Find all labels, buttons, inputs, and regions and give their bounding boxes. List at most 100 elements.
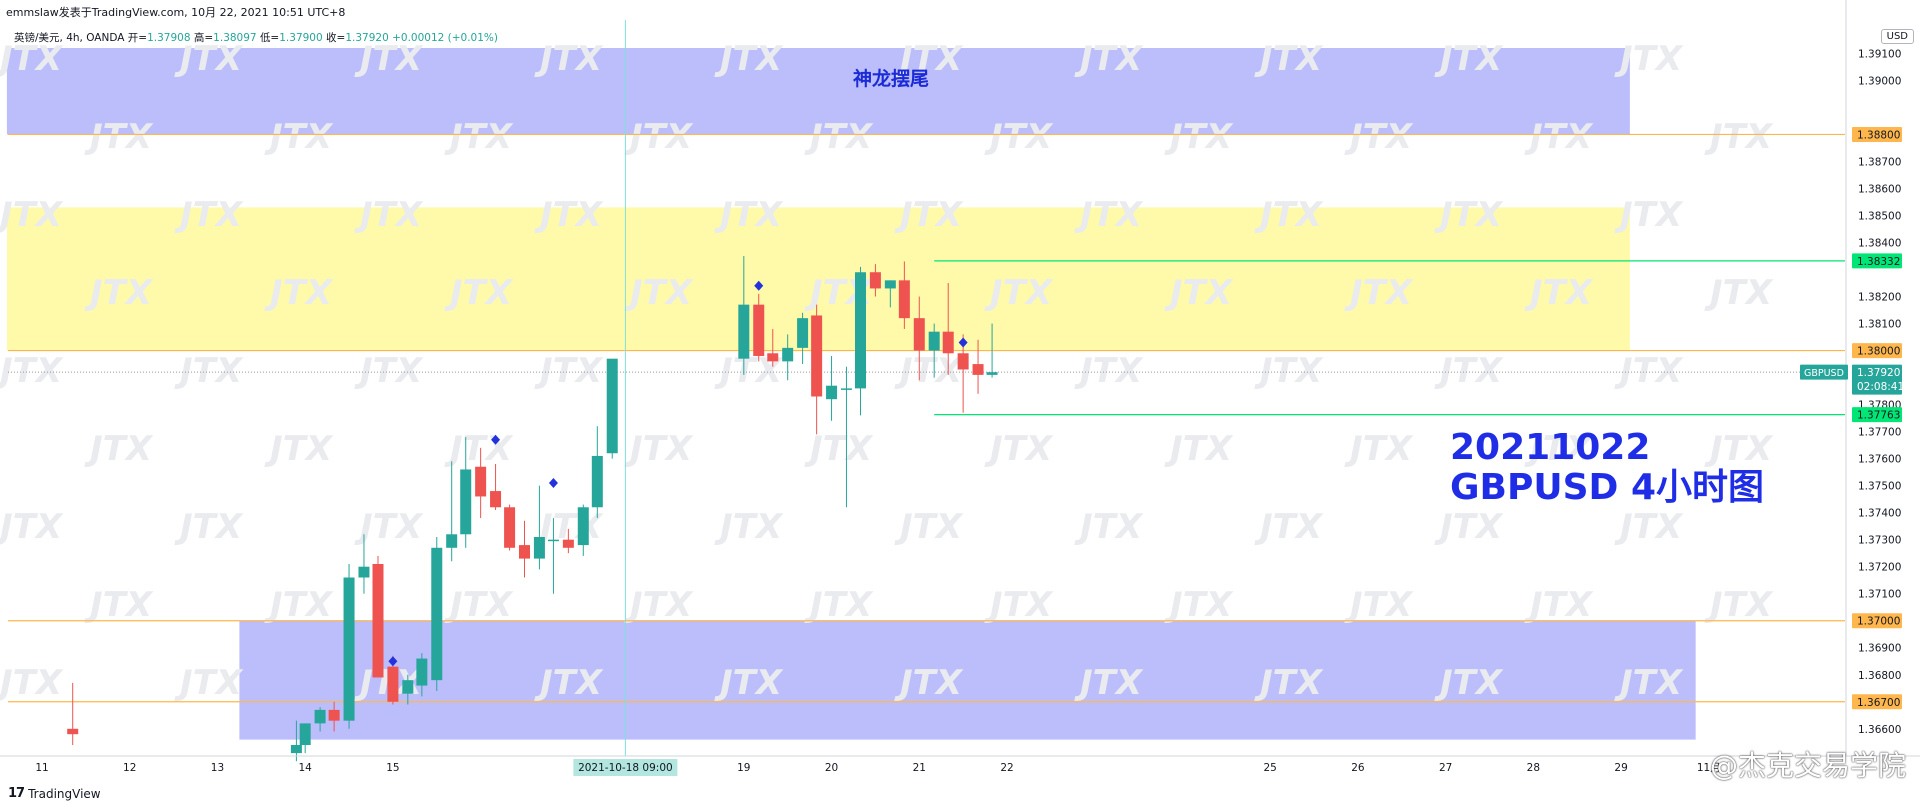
x-tick-label: 19 bbox=[737, 762, 750, 774]
price-tag-bg bbox=[1852, 126, 1902, 142]
candle-body bbox=[475, 466, 487, 497]
jtx-watermark: JTX bbox=[804, 117, 874, 157]
candle-body bbox=[358, 566, 370, 578]
jtx-watermark: JTX bbox=[894, 351, 964, 391]
candle-body bbox=[898, 280, 910, 319]
y-tick-label: 1.36800 bbox=[1858, 670, 1901, 682]
y-tick-label: 1.38700 bbox=[1858, 156, 1901, 168]
x-tick-label: 14 bbox=[298, 762, 312, 774]
annotation-date: 20211022 bbox=[1450, 427, 1651, 468]
jtx-watermark: JTX bbox=[354, 195, 424, 235]
candle-body bbox=[884, 280, 896, 289]
jtx-watermark: JTX bbox=[804, 585, 874, 625]
legend-low-label: 低= bbox=[259, 32, 280, 44]
signal-marker bbox=[388, 656, 398, 667]
x-tick-label: 12 bbox=[123, 762, 136, 774]
jtx-watermark: JTX bbox=[1344, 585, 1414, 625]
price-tag-bg bbox=[1852, 364, 1902, 395]
jtx-watermark: JTX bbox=[714, 39, 784, 79]
currency-badge[interactable]: USD bbox=[1880, 29, 1914, 44]
legend-low: 1.37900 bbox=[279, 32, 323, 44]
x-tick-label: 22 bbox=[1000, 762, 1013, 774]
jtx-watermark: JTX bbox=[1614, 39, 1684, 79]
y-tick-label: 1.38200 bbox=[1858, 292, 1901, 304]
y-tick-label: 1.37700 bbox=[1858, 427, 1901, 439]
credit-watermark: @杰克交易学院 bbox=[1709, 749, 1906, 782]
jtx-watermark: JTX bbox=[444, 117, 514, 157]
price-tag-bg bbox=[1852, 694, 1902, 710]
legend-close: 1.37920 bbox=[345, 32, 389, 44]
jtx-watermark: JTX bbox=[1074, 39, 1144, 79]
price-tag-label: 1.38800 bbox=[1857, 129, 1900, 141]
jtx-watermark: JTX bbox=[1614, 507, 1684, 547]
jtx-watermark: JTX bbox=[1074, 507, 1144, 547]
jtx-watermark: JTX bbox=[264, 273, 334, 313]
jtx-watermark: JTX bbox=[714, 663, 784, 703]
legend-symbol: 英镑/美元, 4h, OANDA bbox=[14, 32, 125, 44]
jtx-watermark: JTX bbox=[624, 585, 694, 625]
jtx-watermark: JTX bbox=[714, 507, 784, 547]
jtx-watermark: JTX bbox=[1704, 117, 1774, 157]
candle-body bbox=[519, 545, 530, 559]
jtx-watermark: JTX bbox=[1614, 195, 1684, 235]
tradingview-brand: TradingView bbox=[28, 786, 101, 801]
candle-body bbox=[343, 577, 355, 721]
candle-body bbox=[986, 372, 998, 375]
jtx-watermark: JTX bbox=[534, 39, 604, 79]
x-tick-label: 21 bbox=[913, 762, 926, 774]
tradingview-logo-icon: 17 bbox=[8, 786, 25, 801]
jtx-watermark: JTX bbox=[84, 429, 154, 469]
jtx-watermark: JTX bbox=[264, 585, 334, 625]
y-tick-label: 1.37500 bbox=[1858, 481, 1901, 493]
jtx-watermark: JTX bbox=[174, 39, 244, 79]
candle-body bbox=[767, 353, 779, 362]
jtx-watermark: JTX bbox=[534, 663, 604, 703]
jtx-watermark: JTX bbox=[1254, 39, 1324, 79]
jtx-watermark: JTX bbox=[444, 585, 514, 625]
jtx-watermark: JTX bbox=[1524, 273, 1594, 313]
candle-body bbox=[854, 272, 866, 389]
candle-body bbox=[577, 507, 589, 546]
candle-body bbox=[738, 304, 750, 359]
zone-blue-0 bbox=[6, 48, 1630, 135]
candle-body bbox=[460, 469, 472, 535]
jtx-watermark: JTX bbox=[624, 429, 694, 469]
jtx-watermark: JTX bbox=[84, 117, 154, 157]
jtx-watermark: JTX bbox=[1434, 351, 1504, 391]
jtx-watermark: JTX bbox=[0, 351, 64, 391]
x-tick-label: 13 bbox=[211, 762, 224, 774]
jtx-watermarks: JTX JTX JTX JTX JTX JTX JTX JTX JTX JTX JTX JTX JTX J… bbox=[0, 39, 1774, 703]
candle-body bbox=[591, 455, 603, 508]
symbol-tag-label: GBPUSD bbox=[1804, 368, 1844, 379]
annotation-title: GBPUSD 4小时图 bbox=[1450, 467, 1764, 508]
jtx-watermark: JTX bbox=[264, 429, 334, 469]
jtx-watermark: JTX bbox=[1254, 663, 1324, 703]
candle-body bbox=[533, 536, 545, 559]
jtx-watermark: JTX bbox=[354, 507, 424, 547]
candle-body bbox=[869, 272, 881, 289]
tradingview-logo[interactable]: 17 TradingView bbox=[8, 786, 101, 801]
jtx-watermark: JTX bbox=[1254, 507, 1324, 547]
y-tick-label: 1.38100 bbox=[1858, 319, 1901, 331]
jtx-watermark: JTX bbox=[1164, 117, 1234, 157]
jtx-watermark: JTX bbox=[1164, 273, 1234, 313]
publisher: emmslaw发表于TradingView.com, bbox=[6, 6, 188, 19]
publish-datetime: 10月 22, 2021 10:51 UTC+8 bbox=[191, 6, 346, 19]
candle-body bbox=[753, 304, 765, 356]
y-tick-label: 1.37300 bbox=[1858, 535, 1901, 547]
candle-body bbox=[416, 658, 428, 686]
candle-body bbox=[782, 347, 794, 362]
candle-body bbox=[504, 507, 516, 548]
price-tag-bg bbox=[1852, 253, 1902, 269]
candle-body bbox=[562, 539, 574, 548]
price-tag-label: 1.37000 bbox=[1857, 616, 1900, 628]
jtx-watermark: JTX bbox=[84, 585, 154, 625]
zone-label: 神龙摆尾 bbox=[853, 68, 930, 90]
candle-body bbox=[67, 728, 79, 735]
x-tick-label: 28 bbox=[1527, 762, 1540, 774]
y-tick-label: 1.36900 bbox=[1858, 643, 1901, 655]
candle-body bbox=[606, 358, 618, 454]
jtx-watermark: JTX bbox=[1524, 117, 1594, 157]
jtx-watermark: JTX bbox=[894, 39, 964, 79]
